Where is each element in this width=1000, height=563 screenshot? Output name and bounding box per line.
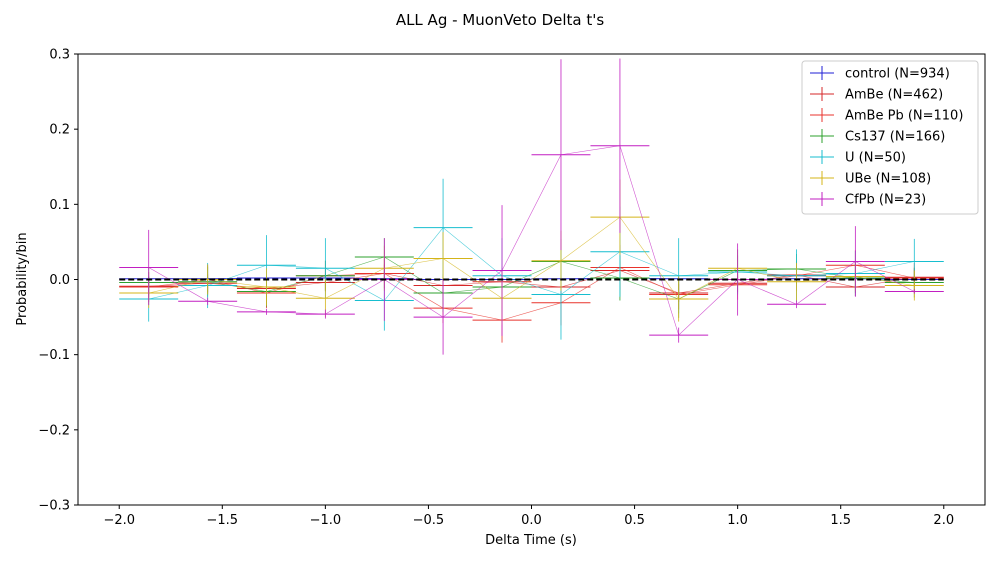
series-line [148, 227, 915, 301]
legend-box [801, 60, 979, 215]
y-axis: −0.3 −0.2 −0.1 0.0 0.1 0.2 0.3 [38, 48, 78, 514]
y-tick-label: 0.1 [49, 198, 70, 213]
x-tick-label: 0.0 [521, 513, 542, 528]
y-tick-label: 0.3 [49, 48, 70, 63]
y-tick-label: 0.0 [49, 273, 70, 288]
x-tick-label: 1.5 [830, 513, 851, 528]
legend: control (N=934) AmBe (N=462) AmBe Pb (N=11… [801, 60, 979, 215]
x-tick-label: 1.0 [727, 513, 748, 528]
legend-label: control (N=934) [845, 67, 950, 82]
x-tick-label: 0.5 [624, 513, 645, 528]
legend-label: UBe (N=108) [845, 172, 931, 187]
legend-item: CfPb (N=23) [810, 192, 926, 208]
legend-label: AmBe Pb (N=110) [845, 109, 963, 124]
x-axis-title: Delta Time (s) [485, 533, 577, 548]
y-tick-label: −0.1 [38, 348, 70, 363]
legend-label: U (N=50) [845, 151, 906, 166]
x-axis: −2.0 −1.5 −1.0 −0.5 0.0 0.5 1.0 1.5 2.0 [103, 505, 954, 528]
x-tick-label: −2.0 [103, 513, 135, 528]
legend-label: CfPb (N=23) [845, 193, 926, 208]
y-tick-label: 0.2 [49, 123, 70, 138]
series-line [148, 270, 915, 294]
y-tick-label: −0.2 [38, 423, 70, 438]
legend-item: AmBe Pb (N=110) [810, 108, 963, 124]
legend-item: U (N=50) [810, 150, 906, 166]
x-tick-label: 2.0 [933, 513, 954, 528]
legend-item: control (N=934) [810, 66, 950, 82]
y-tick-label: −0.3 [38, 499, 70, 514]
x-tick-label: −1.5 [207, 513, 239, 528]
legend-label: AmBe (N=462) [845, 88, 943, 103]
x-tick-label: −1.0 [310, 513, 342, 528]
x-tick-label: −0.5 [413, 513, 445, 528]
series-layer [119, 58, 944, 355]
legend-item: UBe (N=108) [810, 171, 931, 187]
series-line [148, 264, 915, 321]
legend-item: AmBe (N=462) [810, 87, 943, 103]
chart-title: ALL Ag - MuonVeto Delta t's [396, 11, 605, 29]
legend-item: Cs137 (N=166) [810, 129, 945, 145]
y-axis-title: Probability/bin [15, 232, 30, 325]
legend-label: Cs137 (N=166) [845, 130, 945, 145]
